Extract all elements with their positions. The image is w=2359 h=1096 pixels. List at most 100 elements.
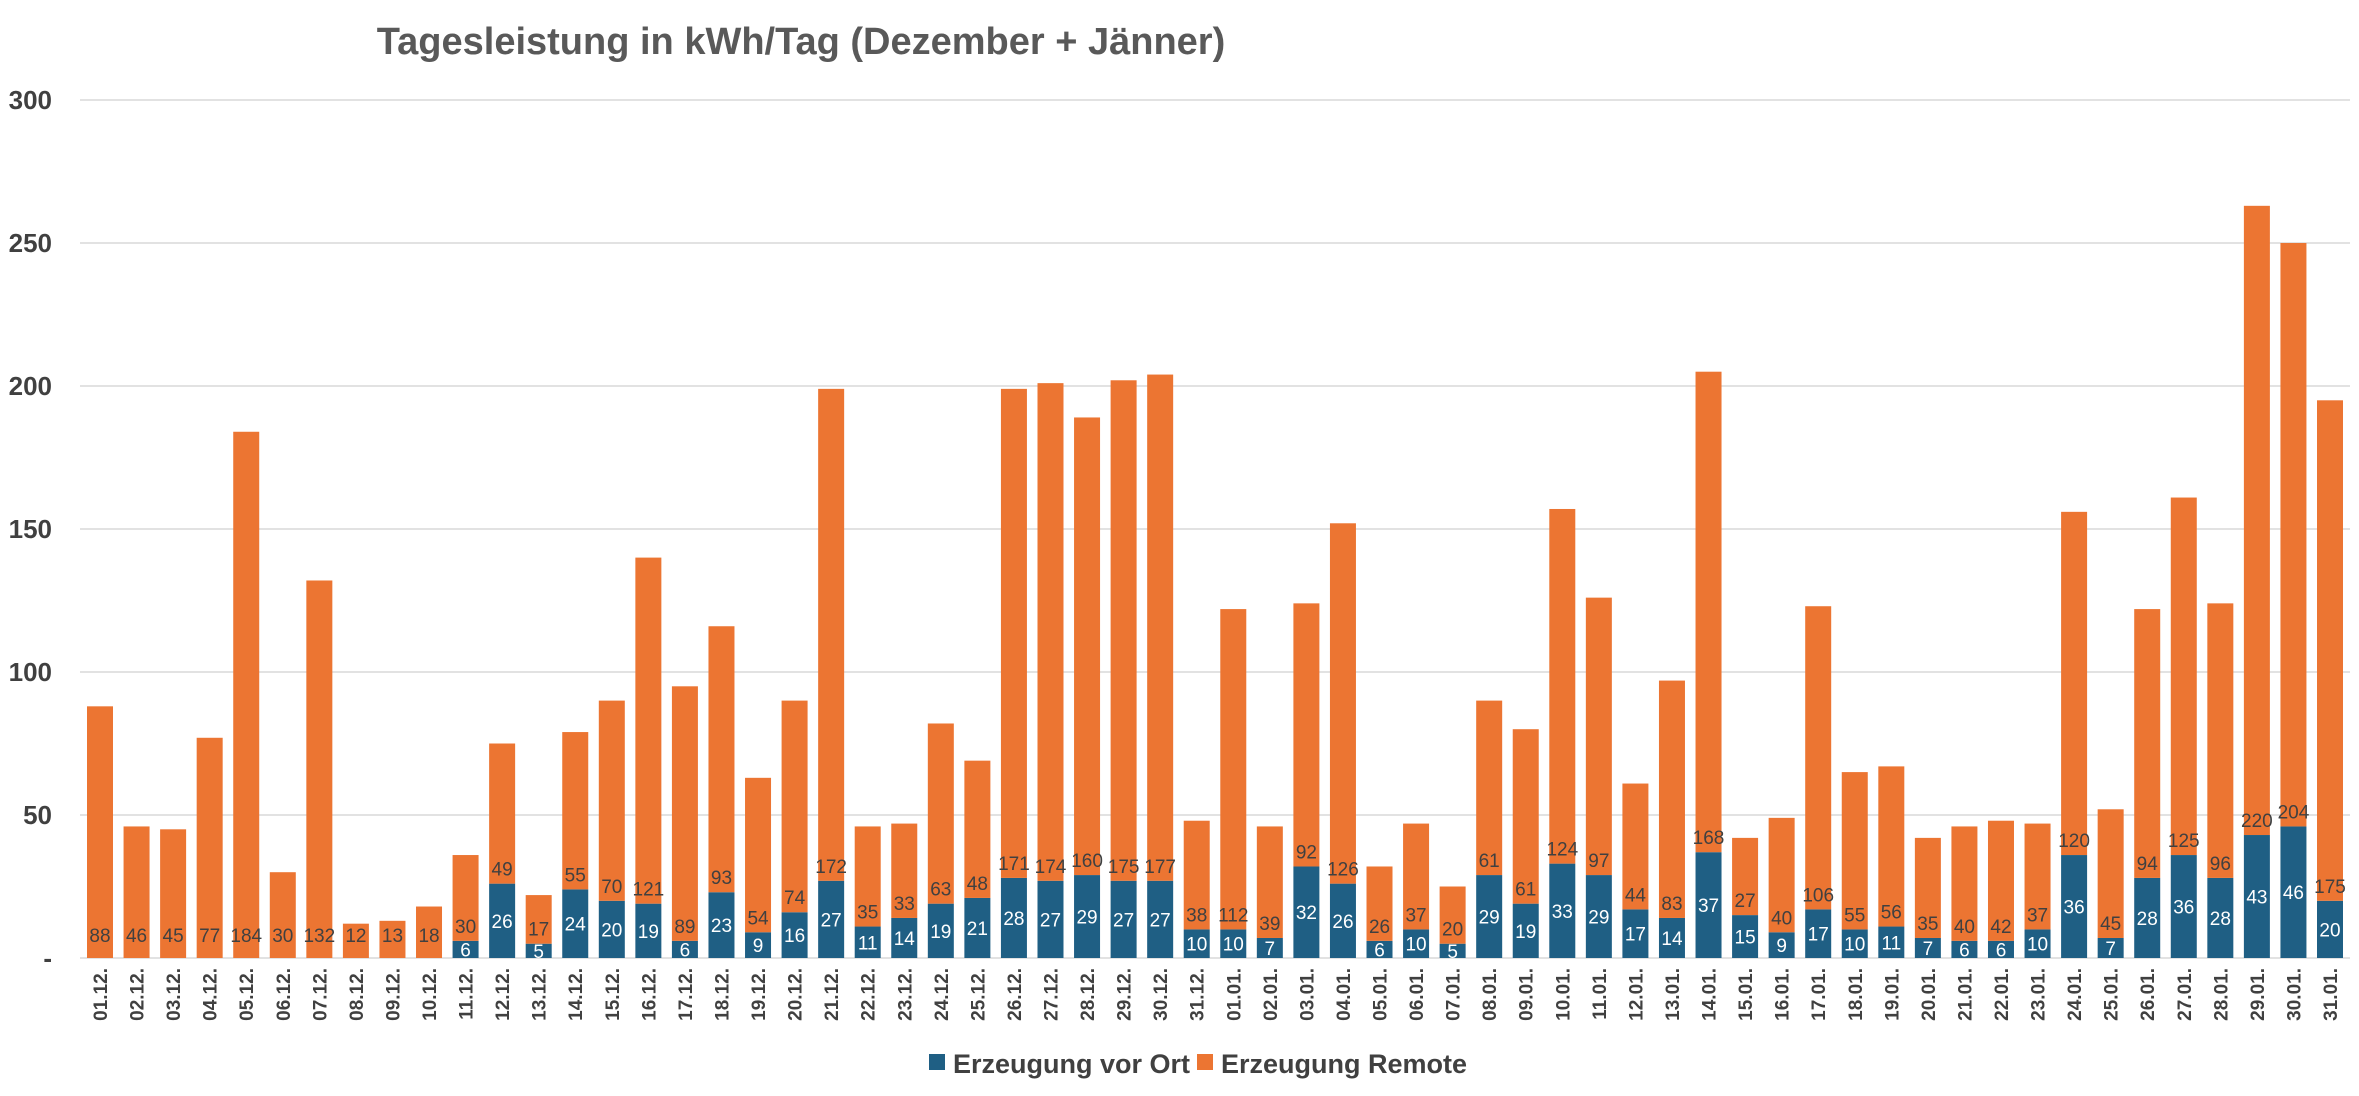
bar-remote <box>745 777 772 933</box>
data-label-local: 21 <box>967 919 988 940</box>
x-tick-label: 24.12. <box>932 968 953 1021</box>
data-label-local: 29 <box>1479 908 1500 929</box>
bar-remote <box>1183 820 1210 930</box>
data-label-remote: 37 <box>1405 905 1426 926</box>
bar-remote <box>927 723 954 904</box>
x-tick-label: 09.12. <box>383 968 404 1021</box>
data-label-remote: 121 <box>633 880 665 901</box>
bar-local <box>1147 880 1174 958</box>
x-tick-label: 22.01. <box>1992 968 2013 1021</box>
bar-local <box>2317 900 2343 958</box>
bar-local <box>452 940 479 958</box>
x-tick-label: 08.01. <box>1480 968 1501 1021</box>
legend-swatch-local <box>929 1054 945 1070</box>
data-label-local: 19 <box>638 922 659 943</box>
data-label-remote: 132 <box>303 926 335 947</box>
data-label-local: 7 <box>1923 939 1934 960</box>
bar-local <box>1037 880 1064 958</box>
x-tick-label: 05.12. <box>237 968 258 1021</box>
data-label-remote: 112 <box>1218 905 1248 926</box>
x-tick-label: 15.01. <box>1736 968 1757 1021</box>
data-label-remote: 175 <box>2314 877 2346 898</box>
bar-remote <box>1074 417 1101 876</box>
data-label-remote: 126 <box>1327 860 1359 881</box>
data-label-remote: 17 <box>528 920 549 941</box>
data-label-local: 16 <box>784 926 805 947</box>
data-label-remote: 92 <box>1296 842 1317 863</box>
bar-local <box>1293 866 1320 958</box>
data-label-local: 6 <box>1996 940 2007 961</box>
data-label-remote: 96 <box>2210 854 2231 875</box>
bar-local <box>708 892 735 958</box>
data-label-local: 5 <box>1447 942 1458 963</box>
data-label-remote: 46 <box>126 926 147 947</box>
data-label-local: 6 <box>1374 940 1385 961</box>
x-tick-label: 01.12. <box>91 968 112 1021</box>
data-label-local: 37 <box>1698 896 1719 917</box>
bar-remote <box>1220 609 1247 930</box>
y-tick-label: 200 <box>9 371 52 401</box>
bar-remote <box>891 823 918 918</box>
bar-remote <box>416 906 443 958</box>
data-label-local: 27 <box>1113 910 1134 931</box>
data-label-local: 7 <box>2105 939 2116 960</box>
data-label-remote: 40 <box>1954 917 1975 938</box>
x-tick-label: 25.01. <box>2102 968 2123 1021</box>
bar-local <box>1658 917 1685 958</box>
bar-local <box>1622 909 1649 958</box>
bar-local <box>635 903 662 958</box>
data-label-remote: 63 <box>930 880 951 901</box>
bar-local <box>2280 826 2307 958</box>
data-label-remote: 171 <box>998 854 1030 875</box>
x-tick-label: 08.12. <box>347 968 368 1021</box>
data-label-local: 43 <box>2246 888 2267 909</box>
bar-local <box>1805 909 1832 958</box>
data-label-remote: 74 <box>784 888 806 909</box>
bar-remote <box>635 557 662 904</box>
bar-remote <box>781 700 808 913</box>
data-label-remote: 45 <box>163 926 184 947</box>
bar-local <box>1256 937 1283 958</box>
x-tick-label: 18.01. <box>1846 968 1867 1021</box>
bar-local <box>1768 932 1795 958</box>
data-label-local: 46 <box>2283 883 2304 904</box>
bar-remote <box>671 686 698 941</box>
data-label-remote: 18 <box>418 926 439 947</box>
data-label-remote: 94 <box>2137 854 2159 875</box>
bar-local <box>781 912 808 958</box>
bar-local <box>1585 875 1612 958</box>
x-tick-label: 16.12. <box>639 968 660 1021</box>
bar-remote <box>1293 603 1320 867</box>
bar-remote <box>452 855 479 941</box>
x-tick-label: 11.12. <box>457 968 478 1020</box>
data-label-local: 27 <box>1150 910 1171 931</box>
data-label-remote: 61 <box>1479 851 1500 872</box>
data-label-remote: 42 <box>1990 917 2011 938</box>
bar-local <box>1366 940 1393 958</box>
bar-local <box>927 903 954 958</box>
x-tick-label: 13.01. <box>1663 968 1684 1021</box>
data-label-local: 33 <box>1552 902 1573 923</box>
data-label-local: 6 <box>680 940 691 961</box>
x-tick-label: 04.01. <box>1334 968 1355 1021</box>
bar-remote <box>1512 729 1539 904</box>
data-label-remote: 45 <box>2100 914 2121 935</box>
x-tick-label: 22.12. <box>859 968 880 1021</box>
bar-remote <box>1110 380 1137 881</box>
x-tick-label: 21.01. <box>1955 968 1976 1021</box>
data-label-remote: 89 <box>674 917 695 938</box>
data-label-local: 20 <box>601 920 622 941</box>
data-label-local: 36 <box>2064 898 2085 919</box>
data-label-remote: 39 <box>1259 914 1280 935</box>
bar-remote <box>1256 826 1283 938</box>
bar-remote <box>854 826 881 927</box>
x-tick-label: 03.12. <box>164 968 185 1021</box>
x-tick-label: 14.12. <box>566 968 587 1021</box>
x-tick-label: 09.01. <box>1517 968 1538 1021</box>
x-tick-label: 25.12. <box>968 968 989 1021</box>
data-label-local: 11 <box>858 933 878 954</box>
bar-local <box>1549 863 1576 958</box>
x-tick-label: 29.12. <box>1115 968 1136 1021</box>
data-label-remote: 93 <box>711 868 732 889</box>
bar-remote <box>2170 497 2197 856</box>
